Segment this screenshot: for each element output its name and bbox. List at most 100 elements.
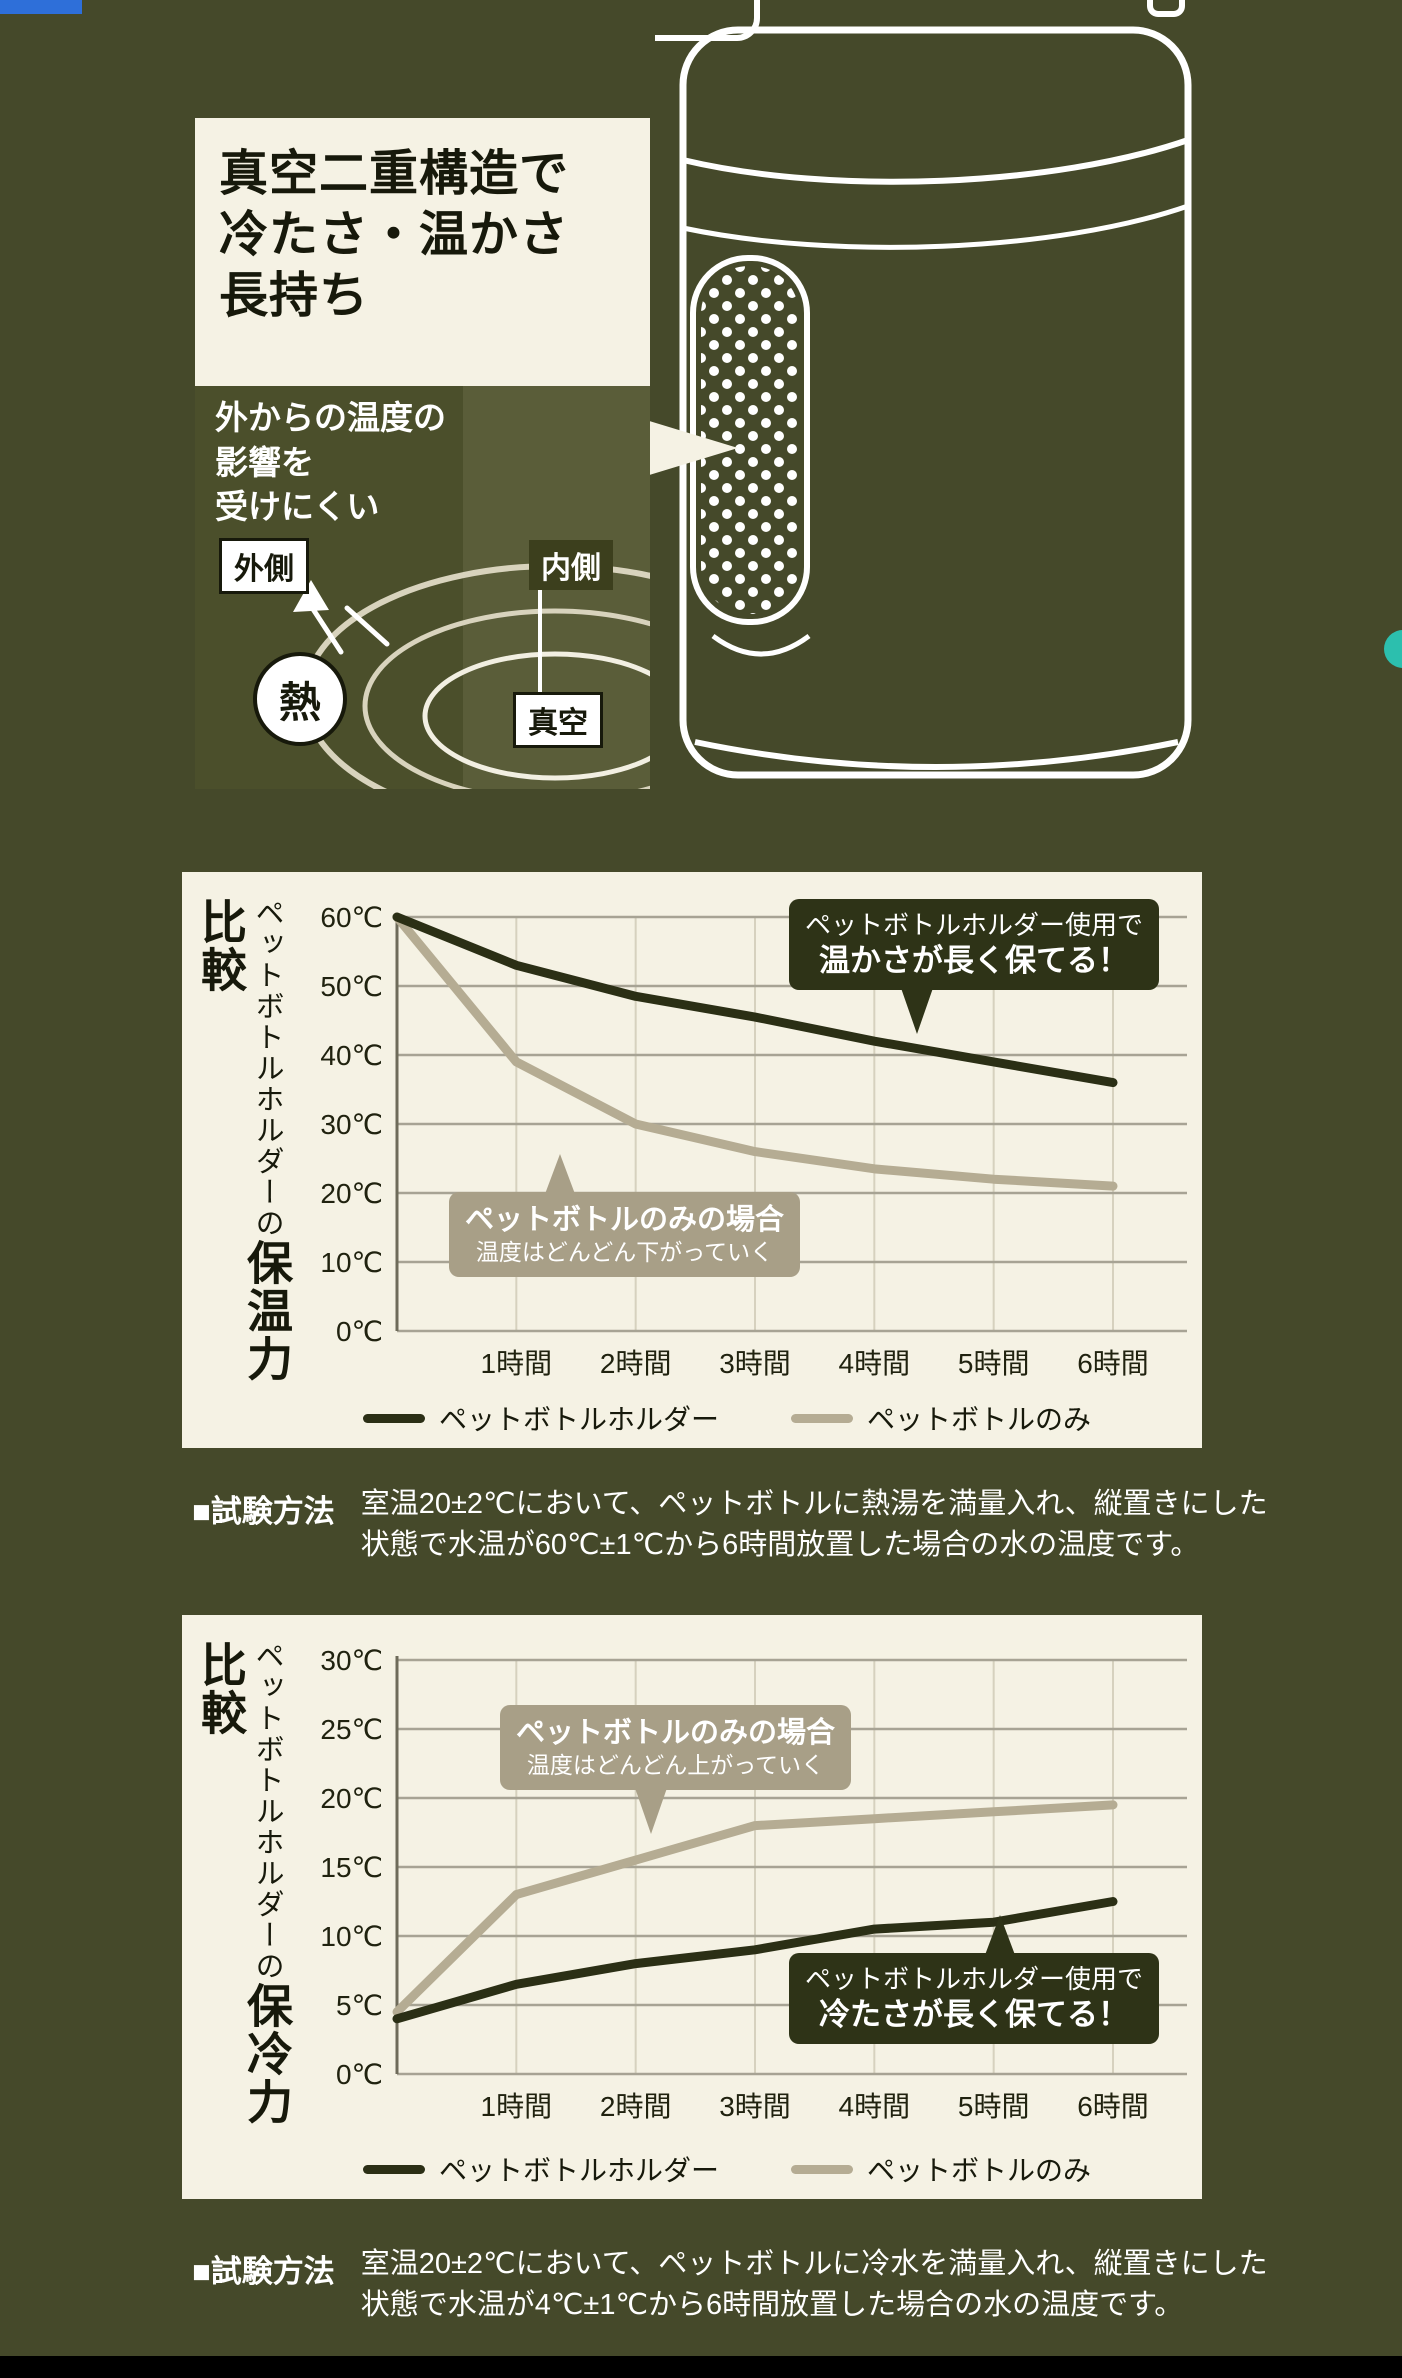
cool-bottle-only-callout-line2: 温度はどんどん上がっていく	[526, 1752, 825, 1779]
warm-test-method: ■試験方法 室温20±2℃において、ペットボトルに熱湯を満量入れ、縦置きにした …	[192, 1484, 1268, 1565]
svg-text:3時間: 3時間	[719, 2091, 791, 2122]
legend-swatch-holder	[362, 2164, 425, 2174]
hero-title-line1: 真空二重構造で	[219, 147, 570, 201]
bottle-body-outline	[679, 26, 1192, 779]
warm-test-method-line2: 状態で水温が60℃±1℃から6時間放置した場合の水の温度です。	[360, 1528, 1200, 1561]
hero-title-line3: 長持ち	[219, 268, 370, 323]
hero-note-line1: 外からの温度の	[215, 399, 446, 436]
svg-text:0℃: 0℃	[336, 1316, 383, 1347]
heat-arrow-head	[293, 580, 329, 612]
hero-note: 外からの温度の 影響を 受けにくい	[215, 396, 446, 530]
right-edge-teal-dot	[1384, 630, 1402, 668]
bottle-illustration	[655, 0, 1192, 779]
warm-chart-legend: ペットボトルホルダー ペットボトルのみ	[252, 1398, 1202, 1438]
legend-swatch-bottle-only	[791, 1413, 853, 1423]
bottle-top-tab	[1147, 0, 1185, 17]
cool-test-method-body: 室温20±2℃において、ペットボトルに冷水を満量入れ、縦置きにした 状態で水温が…	[361, 2244, 1268, 2325]
cool-chart-title: ペットボトルホルダーの保冷力比較	[195, 1641, 293, 2161]
label-vacuum: 真空	[513, 692, 603, 748]
legend-swatch-holder	[362, 1413, 425, 1423]
cool-chart-legend: ペットボトルホルダー ペットボトルのみ	[252, 2149, 1202, 2189]
warm-chart-title-prefix: ペットボトルホルダーの	[251, 898, 283, 1239]
hero-cross-section-panel: 外からの温度の 影響を 受けにくい 外側 内側 真空 熱	[195, 386, 650, 789]
legend-item-bottle-only: ペットボトルのみ	[791, 1398, 1091, 1438]
svg-text:30℃: 30℃	[320, 1109, 383, 1140]
warm-chart-plot: 60℃ 50℃ 40℃ 30℃ 20℃ 10℃ 0℃ 1時間 2時間 3時間 4時間 5時間 6時間	[320, 902, 1187, 1379]
svg-text:6時間: 6時間	[1077, 1348, 1149, 1379]
svg-text:4時間: 4時間	[839, 1348, 911, 1379]
cool-test-method-heading: ■試験方法	[192, 2254, 335, 2289]
hero-title-line2: 冷たさ・温かさ	[219, 207, 570, 262]
warm-chart-title-main: 保温力比較	[195, 898, 293, 1383]
label-heat-circle: 熱	[253, 652, 347, 746]
svg-text:30℃: 30℃	[320, 1645, 383, 1676]
bottle-cutaway-dots	[701, 266, 799, 614]
hero-note-line3: 受けにくい	[215, 488, 380, 526]
hero-box: 真空二重構造で 冷たさ・温かさ 長持ち 外からの温度の 影響を 受け	[195, 118, 650, 789]
svg-text:40℃: 40℃	[320, 1040, 383, 1071]
warm-bottle-only-callout-line1: ペットボトルのみの場合	[465, 1204, 785, 1236]
warm-holder-callout-line2: 温かさが長く保てる！	[819, 942, 1129, 978]
svg-text:50℃: 50℃	[320, 971, 383, 1002]
cool-test-method-line2: 状態で水温が4℃±1℃から6時間放置した場合の水の温度です。	[360, 2288, 1184, 2321]
warm-holder-callout: ペットボトルホルダー使用で 温かさが長く保てる！	[789, 899, 1160, 1035]
warm-test-method-line1: 室温20±2℃において、ペットボトルに熱湯を満量入れ、縦置きにした	[360, 1488, 1268, 1520]
svg-text:20℃: 20℃	[320, 1178, 383, 1209]
bottle-bottom-arc	[694, 739, 1179, 770]
label-inner-wall: 内側	[529, 540, 613, 590]
svg-text:5℃: 5℃	[336, 1990, 383, 2021]
cool-chart-card: ペットボトルホルダーの保冷力比較 30℃ 25℃ 20℃ 15℃ 10℃ 5℃ 0℃ 1時間 2…	[182, 1615, 1202, 2199]
heat-arrow-shaft	[308, 603, 344, 655]
svg-text:2時間: 2時間	[600, 2091, 672, 2122]
warm-holder-callout-pointer	[901, 988, 933, 1035]
legend-item-bottle-only: ペットボトルのみ	[791, 2149, 1091, 2189]
label-outer-wall: 外側	[219, 538, 309, 594]
bottle-inner-bottom-arc	[711, 633, 811, 657]
hero-title: 真空二重構造で 冷たさ・温かさ 長持ち	[195, 118, 650, 326]
cool-chart-title-prefix: ペットボトルホルダーの	[251, 1641, 283, 1982]
bottle-cap-seam-1	[682, 137, 1189, 185]
cool-chart-title-main: 保冷力比較	[195, 1641, 293, 2126]
svg-text:5時間: 5時間	[958, 1348, 1030, 1379]
svg-text:0℃: 0℃	[336, 2059, 383, 2090]
hero-pointer-triangle	[646, 420, 738, 476]
svg-text:25℃: 25℃	[320, 1714, 383, 1745]
svg-text:20℃: 20℃	[320, 1783, 383, 1814]
cool-holder-callout: ペットボトルホルダー使用で 冷たさが長く保てる！	[789, 1915, 1160, 2045]
legend-label-bottle-only: ペットボトルのみ	[867, 1404, 1092, 1435]
warm-bottle-only-callout-pointer	[545, 1154, 575, 1194]
warm-chart-card: ペットボトルホルダーの保温力比較 60℃ 50℃ 40℃ 30℃ 20℃ 10℃ 0℃ 1時間…	[182, 872, 1202, 1448]
legend-item-holder: ペットボトルホルダー	[362, 2149, 719, 2189]
legend-label-holder: ペットボトルホルダー	[438, 1404, 719, 1435]
cool-bottle-only-callout-pointer	[635, 1788, 667, 1834]
warm-bottle-only-callout: ペットボトルのみの場合 温度はどんどん下がっていく	[449, 1154, 801, 1277]
bottle-handle	[655, 0, 760, 41]
svg-text:2時間: 2時間	[600, 1348, 672, 1379]
warm-bottle-only-callout-line2: 温度はどんどん下がっていく	[475, 1239, 774, 1266]
heat-arrow-shaft-2	[344, 605, 390, 647]
svg-text:15℃: 15℃	[320, 1852, 383, 1883]
cool-bottle-only-callout: ペットボトルのみの場合 温度はどんどん上がっていく	[500, 1705, 852, 1834]
svg-text:10℃: 10℃	[320, 1247, 383, 1278]
vacuum-gap-arc	[362, 608, 650, 789]
warm-chart-title: ペットボトルホルダーの保温力比較	[195, 898, 293, 1418]
svg-text:60℃: 60℃	[320, 902, 383, 933]
inner-wall-arc	[422, 651, 650, 781]
top-left-blue-mark	[0, 0, 82, 14]
svg-text:10℃: 10℃	[320, 1921, 383, 1952]
hero-note-line2: 影響を	[215, 443, 314, 481]
cool-chart-plot: 30℃ 25℃ 20℃ 15℃ 10℃ 5℃ 0℃ 1時間 2時間 3時間 4時間 5時間 6時間	[320, 1645, 1187, 2122]
cool-bottle-only-callout-line1: ペットボトルのみの場合	[516, 1717, 836, 1749]
svg-text:1時間: 1時間	[481, 1348, 553, 1379]
svg-text:5時間: 5時間	[958, 2091, 1030, 2122]
cool-test-method: ■試験方法 室温20±2℃において、ペットボトルに冷水を満量入れ、縦置きにした …	[192, 2244, 1268, 2325]
legend-swatch-bottle-only	[791, 2164, 853, 2174]
bottle-cap-seam-2	[682, 203, 1189, 250]
footer-bar	[0, 2356, 1402, 2378]
cool-holder-callout-pointer	[985, 1915, 1015, 1955]
cool-holder-callout-line1: ペットボトルホルダー使用で	[805, 1964, 1144, 1994]
cool-holder-callout-line2: 冷たさが長く保てる！	[819, 1996, 1129, 2032]
legend-label-holder: ペットボトルホルダー	[438, 2155, 719, 2186]
svg-text:6時間: 6時間	[1077, 2091, 1149, 2122]
